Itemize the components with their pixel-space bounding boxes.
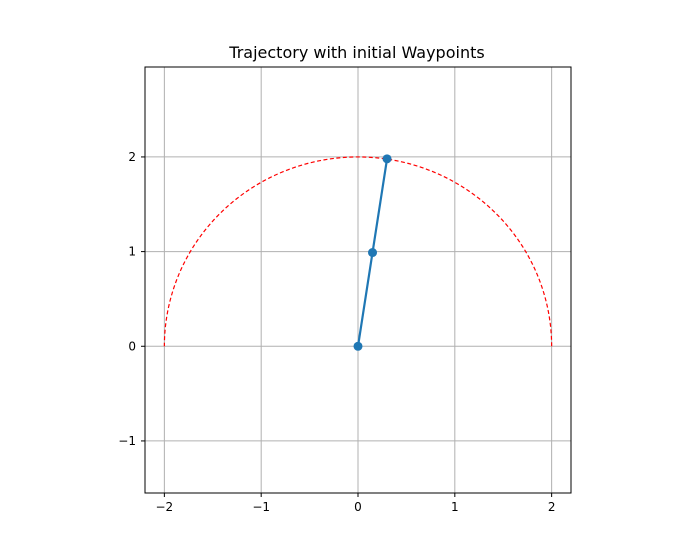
x-tick-label: −1	[252, 500, 270, 514]
x-tick-label: 1	[451, 500, 459, 514]
y-tick-label: 2	[128, 150, 136, 164]
y-tick-label: 1	[128, 245, 136, 259]
waypoint-marker	[368, 248, 378, 258]
annotations	[163, 156, 553, 347]
x-tick-label: 0	[354, 500, 362, 514]
y-tick-label: −1	[118, 434, 136, 448]
waypoint-marker	[353, 341, 363, 351]
waypoint-marker	[382, 154, 392, 164]
chart-title: Trajectory with initial Waypoints	[228, 43, 484, 62]
y-tick-label: 0	[128, 339, 136, 353]
series-layer	[353, 154, 392, 351]
y-axis: −1 0 1 2	[118, 150, 145, 448]
x-axis: −2 −1 0 1 2	[156, 493, 556, 514]
x-tick-label: 2	[548, 500, 556, 514]
reference-semicircle	[163, 156, 553, 347]
x-tick-label: −2	[156, 500, 174, 514]
